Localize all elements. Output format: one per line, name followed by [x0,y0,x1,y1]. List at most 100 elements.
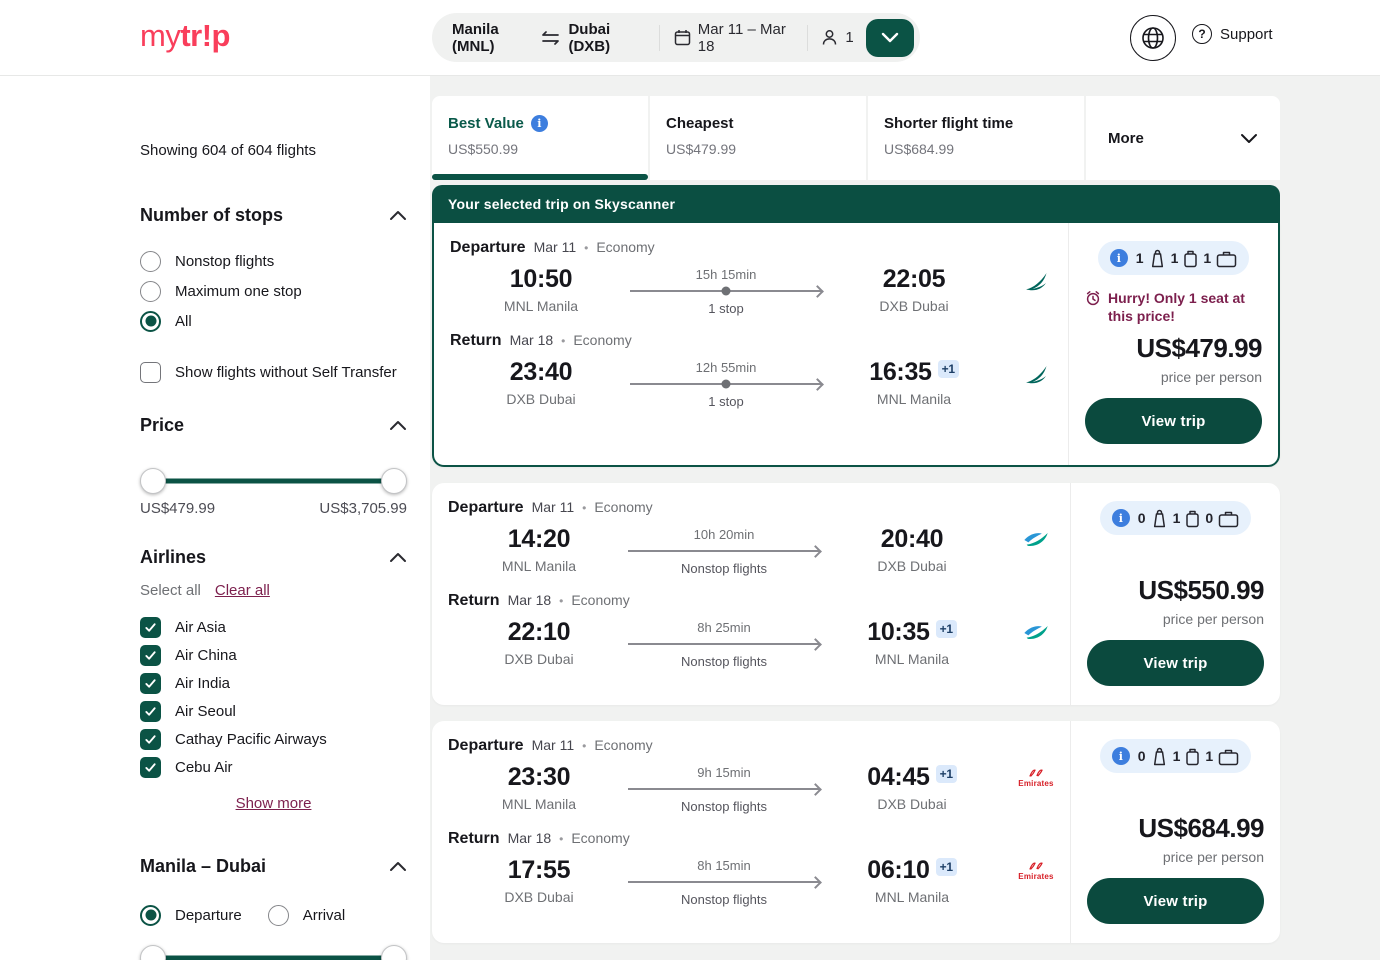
airline-checkbox-air-asia[interactable]: Air Asia [140,613,407,641]
tab-best-value[interactable]: Best Value i US$550.99 [432,96,648,180]
chevron-up-icon[interactable] [389,861,407,872]
show-more-link[interactable]: Show more [235,795,312,812]
cabin-class: Economy [594,499,653,515]
price-panel: i 0 1 1 [1070,721,1280,943]
radio-nonstop-flights[interactable]: Nonstop flights [140,246,407,276]
airline-label: Air India [175,674,231,692]
time-max-handle[interactable] [381,945,407,960]
flight-duration: 12h 55min [695,360,757,375]
personal-item-icon [1151,509,1168,528]
tab-cheapest[interactable]: Cheapest US$479.99 [650,96,866,180]
view-trip-button[interactable]: View trip [1087,640,1264,686]
time-min-handle[interactable] [140,945,166,960]
radio-label: All [175,312,192,330]
radio-icon-selected [140,904,161,926]
radio-icon [140,250,161,272]
checkbox-checked-icon [140,756,161,778]
departure-time: 23:40 [509,358,573,386]
airline-checkbox-cebu-air[interactable]: Cebu Air [140,753,407,781]
checkbox-checked-icon [140,616,161,638]
support-link[interactable]: ? Support [1192,24,1273,44]
chevron-down-icon [1240,133,1258,144]
leg-date: Mar 18 [507,830,552,846]
info-icon: i [1111,509,1130,527]
radio-arrival-times[interactable]: Arrival [267,903,345,927]
mytrip-logo[interactable]: mytr!p [140,18,230,54]
checkbox-checked-icon [140,672,161,694]
stops-label: 1 stop [708,394,744,409]
departure-time: 22:10 [507,618,571,646]
departure-airport: DXB Dubai [504,651,574,667]
search-summary-bar[interactable]: Manila (MNL) Dubai (DXB) Mar 11 – Mar 18 [432,13,920,62]
next-day-badge: +1 [935,765,957,783]
radio-departure-times[interactable]: Departure [140,903,242,927]
checkbox-icon [140,362,161,383]
radio-maximum-one-stop[interactable]: Maximum one stop [140,276,407,306]
info-icon[interactable]: i [530,115,548,132]
price-note: price per person [1162,611,1264,627]
flight-duration: 10h 20min [693,527,755,542]
departure-airport: MNL Manila [503,298,579,314]
departure-leg: Departure Mar 11 • Economy 14:20 MNL Man… [448,499,1070,576]
logo-prefix: my [140,18,181,53]
view-trip-button[interactable]: View trip [1087,878,1264,924]
route-field[interactable]: Manila (MNL) Dubai (DXB) [452,21,645,55]
arrival-time: 10:35 [867,618,930,646]
baggage-pill[interactable]: i 0 1 0 [1099,501,1252,535]
cebu-pacific-logo [1002,618,1070,644]
chevron-up-icon[interactable] [389,210,407,221]
arrival-airport: MNL Manila [876,391,952,407]
price-min-handle[interactable] [140,468,166,494]
price-max-handle[interactable] [381,468,407,494]
price: US$479.99 [1136,333,1262,364]
flight-path-line [630,379,822,389]
airline-checkbox-cathay-pacific[interactable]: Cathay Pacific Airways [140,725,407,753]
suitcase-icon [1218,747,1239,766]
departure-airport: MNL Manila [501,796,577,812]
top-bar: mytr!p Manila (MNL) Dubai (DXB) [0,0,1380,76]
dates-label: Mar 11 – Mar 18 [697,20,786,55]
filters-sidebar: Showing 604 of 604 flights Number of sto… [140,120,407,960]
personal-item-icon [1149,249,1166,268]
price-min-label: US$479.99 [140,500,216,517]
self-transfer-checkbox[interactable]: Show flights without Self Transfer [140,362,407,383]
price-filter-title: Price [140,415,185,435]
clear-all-link[interactable]: Clear all [214,582,270,599]
airline-checkbox-air-china[interactable]: Air China [140,641,407,669]
arrival-time: 06:10 [867,856,930,884]
logo-suffix: tr!p [180,18,230,53]
dot-separator: • [561,334,566,348]
departure-time-slider[interactable] [140,945,407,960]
flight-result-card: Departure Mar 11 • Economy 14:20 MNL Man… [432,483,1280,705]
price-panel: i 1 1 1 [1068,223,1278,465]
info-icon: i [1111,747,1130,765]
passengers-field[interactable]: 1 [821,29,854,46]
expand-search-button[interactable] [865,18,914,57]
chevron-up-icon[interactable] [389,420,407,431]
arrival-time: 22:05 [882,265,946,293]
baggage-pill[interactable]: i 0 1 1 [1099,739,1252,773]
slider-track [146,955,401,960]
leg-date: Mar 11 [531,737,575,753]
leg-type: Departure [450,239,526,256]
personal-item-count: 0 [1137,510,1146,526]
tab-price: US$550.99 [448,141,519,157]
language-button[interactable] [1130,15,1176,61]
airline-checkbox-air-seoul[interactable]: Air Seoul [140,697,407,725]
arrival-time: 04:45 [867,763,930,791]
airline-checkbox-air-india[interactable]: Air India [140,669,407,697]
checked-bag-count: 1 [1205,748,1214,764]
baggage-pill[interactable]: i 1 1 1 [1097,241,1250,275]
tab-more[interactable]: More [1086,96,1280,180]
dates-field[interactable]: Mar 11 – Mar 18 [674,21,793,55]
view-trip-button[interactable]: View trip [1085,398,1262,445]
flight-path-line [628,643,820,645]
flight-duration: 9h 15min [697,765,751,780]
chevron-up-icon[interactable] [389,552,407,563]
price-range-slider[interactable] [140,468,407,494]
divider [658,24,660,51]
alarm-clock-icon [1086,291,1100,306]
tab-shorter-flight-time[interactable]: Shorter flight time US$684.99 [868,96,1084,180]
radio-all-stops[interactable]: All [140,306,407,336]
